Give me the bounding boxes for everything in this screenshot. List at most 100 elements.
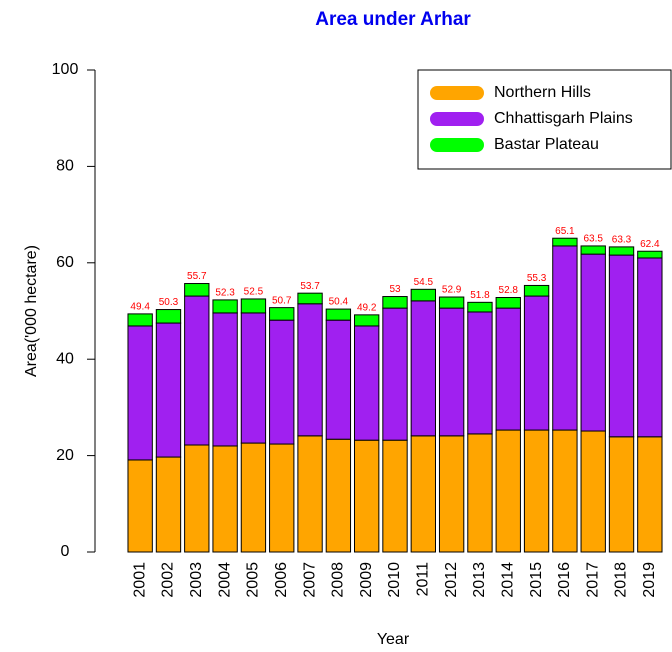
bar-segment: [637, 436, 663, 553]
bar-segment: [297, 303, 323, 437]
bar-segment: [354, 314, 380, 327]
bar-segment: [212, 445, 238, 553]
y-tick-label: 60: [56, 254, 74, 271]
bar-segment: [552, 245, 578, 431]
bar-segment: [184, 283, 210, 297]
bar-segment: [269, 443, 295, 553]
bar-segment: [438, 307, 465, 437]
total-label: 50.3: [159, 297, 179, 308]
total-label: 52.3: [215, 288, 235, 299]
bar-segment: [608, 436, 635, 553]
y-tick-label: 0: [61, 543, 70, 560]
bar-segment: [552, 429, 578, 553]
bar-segment: [212, 312, 238, 447]
bar-segment: [155, 309, 182, 324]
bar-segment: [637, 257, 663, 438]
total-label: 52.8: [499, 285, 519, 296]
bar-segment: [495, 429, 521, 553]
bar-segment: [523, 429, 550, 553]
total-label: 51.8: [470, 290, 490, 301]
total-label: 52.9: [442, 285, 462, 296]
total-label: 63.3: [612, 235, 632, 246]
y-tick-label: 100: [52, 61, 79, 78]
y-tick-label: 40: [56, 350, 74, 367]
legend-label: Chhattisgarh Plains: [494, 110, 633, 127]
bar-segment: [467, 311, 493, 435]
bar-segment: [410, 300, 436, 437]
x-tick-label: 2014: [499, 562, 516, 598]
bar-segment: [354, 325, 380, 441]
bar-segment: [580, 245, 606, 255]
legend-label: Northern Hills: [494, 84, 591, 101]
y-tick-label: 80: [56, 158, 74, 175]
bar-segment: [269, 319, 295, 445]
x-tick-label: 2002: [160, 562, 177, 598]
bar-segment: [382, 307, 408, 441]
total-label: 63.5: [583, 234, 603, 245]
bar-segment: [580, 253, 606, 432]
bar-segment: [637, 250, 663, 259]
x-tick-label: 2011: [415, 562, 432, 597]
bar-segment: [382, 296, 408, 309]
x-tick-label: 2018: [613, 562, 630, 598]
total-label: 49.2: [357, 302, 377, 313]
bar-segment: [438, 296, 465, 309]
bar-segment: [297, 292, 323, 305]
x-tick-label: 2009: [358, 562, 375, 598]
x-tick-label: 2008: [330, 562, 347, 598]
bar-segment: [382, 439, 408, 553]
y-tick-label: 20: [56, 447, 74, 464]
legend-label: Bastar Plateau: [494, 136, 599, 153]
total-label: 49.4: [130, 302, 150, 313]
x-tick-label: 2015: [528, 562, 545, 598]
total-label: 52.5: [244, 287, 264, 298]
total-label: 65.1: [555, 226, 575, 237]
bar-segment: [240, 442, 267, 553]
x-tick-label: 2001: [131, 562, 148, 598]
y-axis-label: Area('000 hectare): [23, 245, 40, 377]
bar-segment: [127, 459, 153, 553]
x-tick-label: 2003: [188, 562, 205, 598]
x-tick-label: 2005: [245, 562, 262, 598]
total-label: 50.4: [329, 297, 349, 308]
chart-title: Area under Arhar: [315, 9, 471, 30]
bar-segment: [467, 301, 493, 313]
bar-segment: [127, 325, 153, 461]
bar-segment: [608, 254, 635, 438]
bar-segment: [240, 312, 267, 444]
total-label: 55.7: [187, 271, 207, 282]
legend-swatch: [430, 112, 484, 126]
legend-swatch: [430, 138, 484, 152]
bar-segment: [184, 444, 210, 553]
bar-segment: [212, 299, 238, 314]
total-label: 53: [389, 284, 401, 295]
bar-segment: [297, 435, 323, 553]
x-tick-label: 2017: [584, 562, 601, 598]
total-label: 53.7: [300, 281, 320, 292]
bar-segment: [155, 456, 182, 553]
x-tick-label: 2019: [641, 562, 658, 598]
bar-segment: [495, 307, 521, 431]
total-label: 54.5: [414, 277, 434, 288]
bar-segment: [240, 298, 267, 314]
bar-segment: [523, 284, 550, 297]
x-tick-label: 2010: [386, 562, 403, 598]
legend-swatch: [430, 86, 484, 100]
total-label: 62.4: [640, 239, 660, 250]
bar-segment: [467, 433, 493, 553]
bar-segment: [325, 438, 352, 553]
bar-segment: [184, 295, 210, 446]
bar-segment: [410, 435, 436, 553]
total-label: 55.3: [527, 273, 547, 284]
x-tick-label: 2012: [443, 562, 460, 598]
bar-segment: [410, 288, 436, 302]
bar-segment: [354, 439, 380, 553]
bar-segment: [325, 308, 352, 321]
bar-segment: [608, 246, 635, 256]
bar-segment: [523, 295, 550, 431]
x-tick-label: 2013: [471, 562, 488, 598]
bar-segment: [155, 322, 182, 458]
x-tick-label: 2016: [556, 562, 573, 598]
bar-segment: [127, 313, 153, 327]
